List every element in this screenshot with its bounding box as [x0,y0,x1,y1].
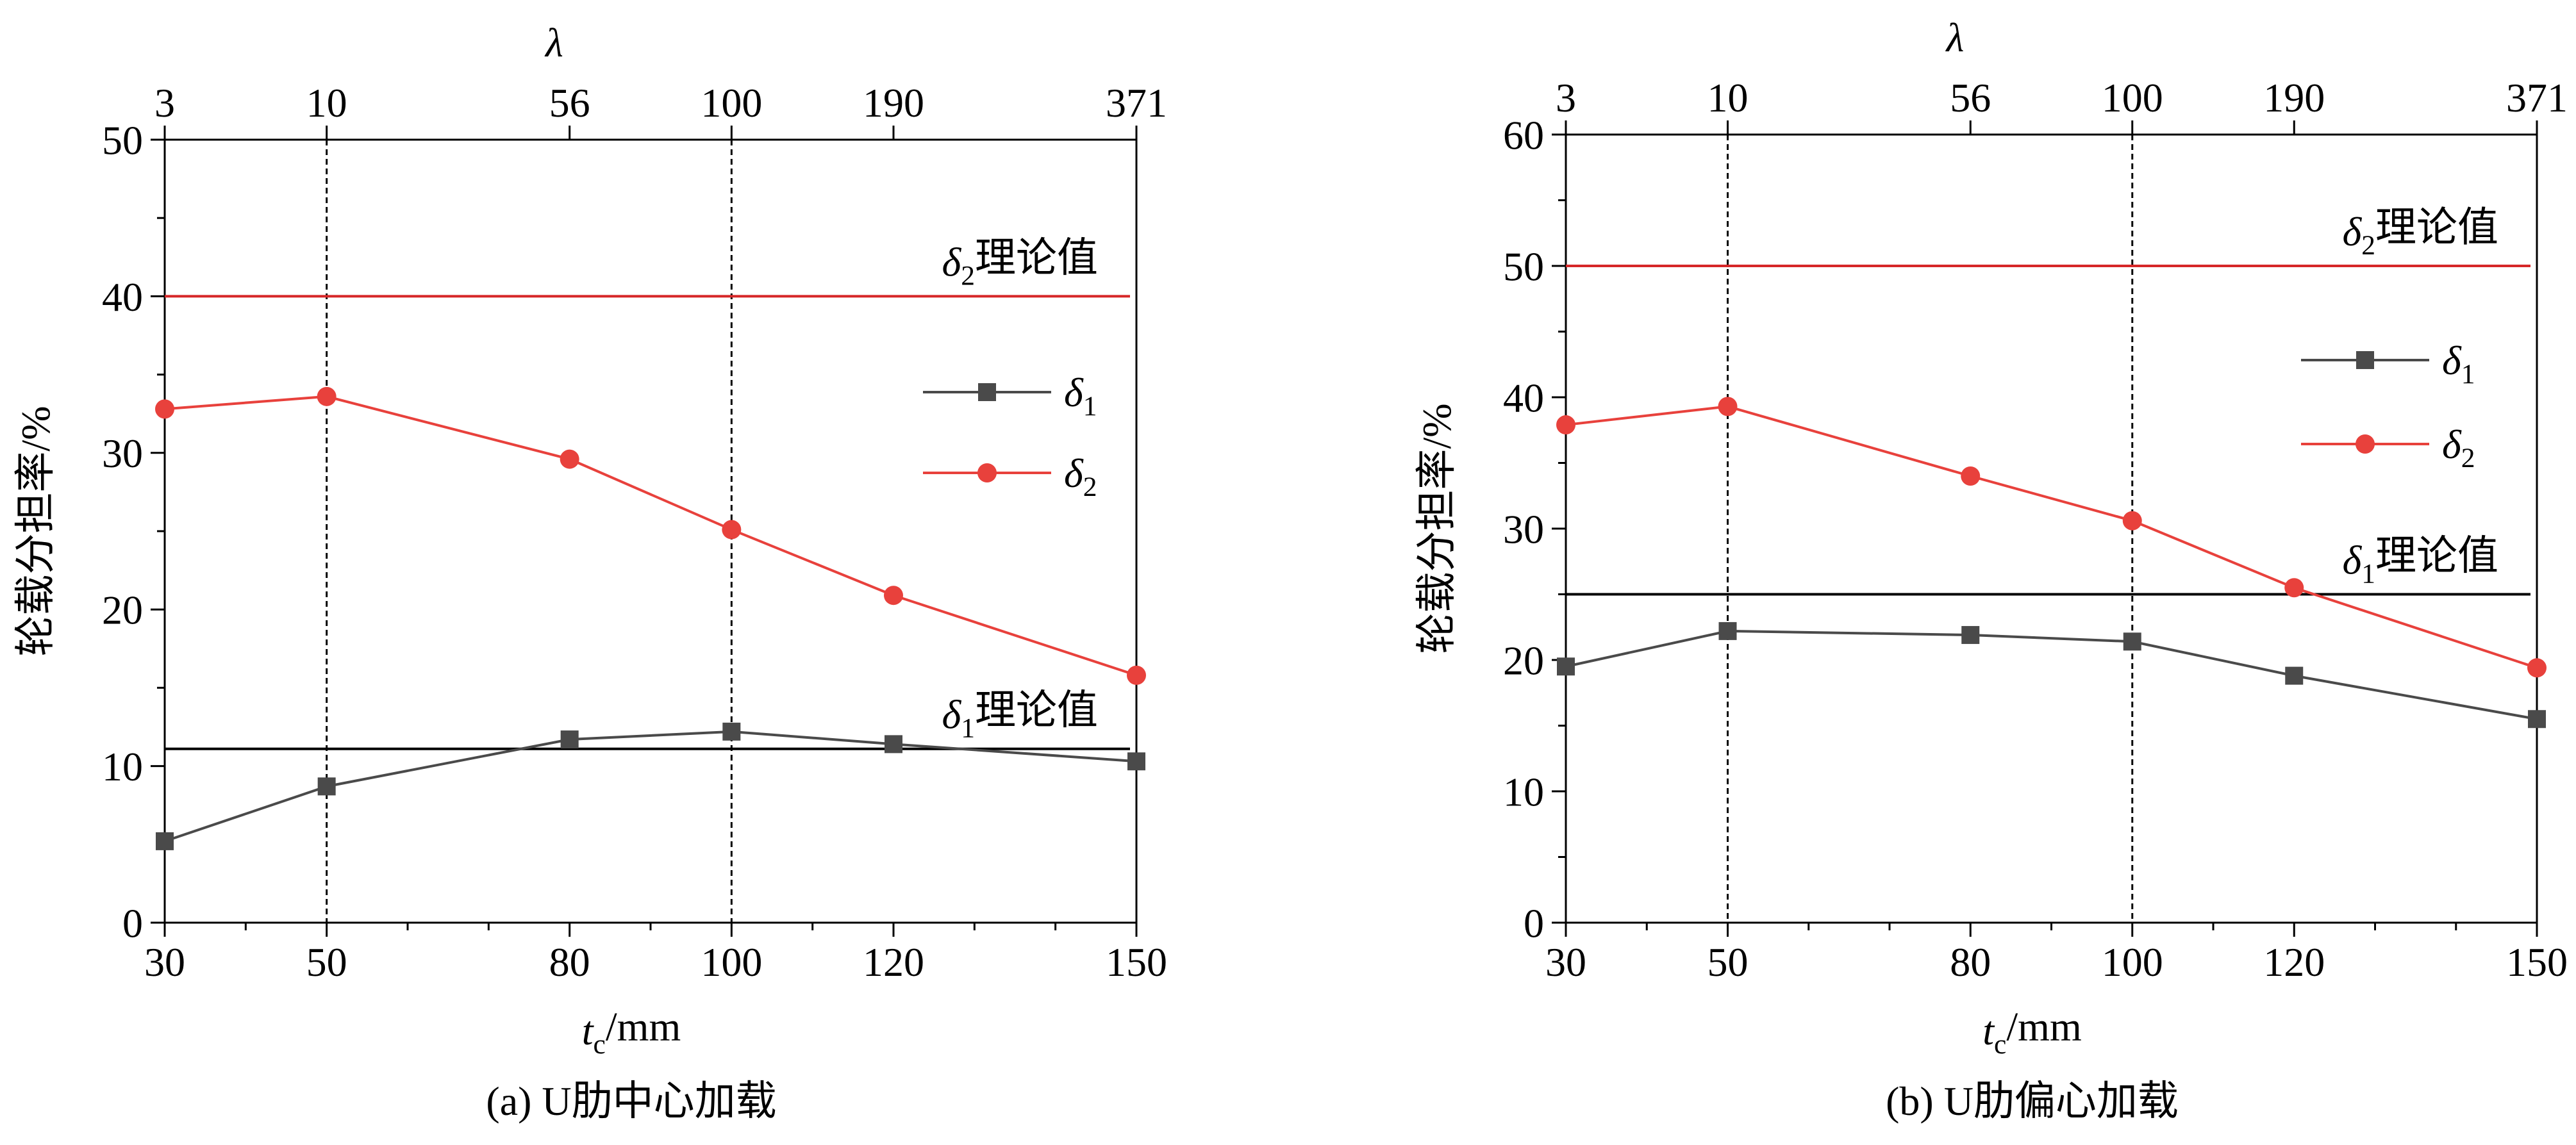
data-point-δ1 [560,730,579,749]
top-tick-label: 190 [2263,75,2325,120]
data-point-δ1 [885,735,902,754]
data-point-δ2 [1961,466,1981,486]
x-axis-label: tc/mm [582,1003,681,1059]
top-tick-label: 371 [2506,75,2568,120]
data-point-δ1 [1961,626,1980,645]
plot-frame [1565,133,2538,924]
x-tick-label: 100 [2102,939,2163,985]
data-point-δ2 [1556,415,1575,435]
x-tick-label: 50 [306,939,347,985]
x-tick-label: 120 [2263,939,2325,985]
top-tick-label: 10 [1708,75,1749,120]
data-point-δ2 [560,449,579,469]
y-axis-label: 轮载分担率/% [13,406,58,656]
y-tick-label: 20 [102,588,143,633]
data-point-δ1 [156,832,174,850]
y-tick-label: 0 [1524,900,1544,946]
x-tick-label: 150 [1106,939,1167,985]
top-tick-label: 371 [1106,80,1167,126]
data-point-δ2 [155,399,174,419]
legend-marker [978,383,996,401]
x-tick-label: 80 [549,939,590,985]
legend-label: δ2 [1064,450,1097,502]
y-tick-label: 30 [1503,506,1544,552]
y-tick-label: 40 [1503,375,1544,420]
top-tick-label: 3 [154,80,175,126]
data-point-δ1 [2123,632,2141,651]
legend-marker [977,463,997,482]
y-tick-label: 30 [102,431,143,476]
legend-label: δ2 [2442,422,2475,474]
data-point-δ1 [2285,666,2304,685]
top-axis-label: λ [1945,15,1965,60]
data-point-δ2 [1127,665,1146,685]
data-point-δ2 [317,386,337,406]
top-tick-label: 100 [701,80,762,126]
y-tick-label: 10 [1503,769,1544,814]
data-point-δ1 [1718,622,1737,640]
data-point-δ1 [317,777,336,796]
data-point-δ1 [722,722,741,741]
x-tick-label: 30 [144,939,185,985]
x-tick-label: 30 [1545,939,1586,985]
data-point-δ1 [1127,752,1145,771]
chart-a: 0 10 20 30 40 50 30 50 80 100 120 150 3 10 56 100 190 371… [13,20,1167,1124]
x-axis-label: tc/mm [1982,1003,2081,1059]
series-line-δ2 [1565,405,2538,670]
series-line-δ2 [164,395,1137,677]
x-tick-label: 120 [863,939,924,985]
top-tick-label: 56 [1950,75,1991,120]
legend-marker [2356,351,2374,369]
reference-line-label: δ2理论值 [2342,204,2498,260]
data-point-δ2 [2527,658,2547,678]
x-tick-label: 50 [1708,939,1749,985]
top-tick-label: 56 [549,80,590,126]
data-point-δ2 [722,520,742,540]
legend-label: δ1 [1064,370,1097,422]
reference-line-label: δ2理论值 [942,235,1098,291]
legend-label: δ1 [2442,338,2475,390]
chart-b: 0 10 20 30 40 50 60 30 50 80 100 120 150 3 10 56 100 190 3… [1414,15,2568,1124]
y-tick-label: 60 [1503,112,1544,158]
data-point-δ2 [2284,578,2304,598]
series-line-δ1 [164,730,1137,843]
top-tick-label: 3 [1556,75,1576,120]
y-axis-label: 轮载分担率/% [1414,403,1459,654]
y-tick-label: 50 [102,117,143,163]
y-tick-label: 0 [122,900,143,946]
data-point-δ2 [1718,397,1738,416]
data-point-δ1 [1557,657,1575,676]
y-tick-label: 50 [1503,243,1544,289]
top-axis-label: λ [544,20,563,65]
data-point-δ2 [2122,511,2142,531]
top-tick-label: 100 [2102,75,2163,120]
reference-line-label: δ1理论值 [942,688,1098,743]
y-tick-label: 20 [1503,638,1544,683]
caption: (a) U肋中心加载 [486,1078,776,1124]
top-tick-label: 190 [863,80,924,126]
x-tick-label: 150 [2506,939,2568,985]
top-tick-label: 10 [306,80,347,126]
data-point-δ1 [2528,710,2546,729]
reference-line-label: δ1理论值 [2342,533,2498,589]
y-tick-label: 10 [102,744,143,789]
series-line-δ1 [1565,629,2538,721]
y-tick-label: 40 [102,274,143,320]
x-tick-label: 100 [701,939,762,985]
x-tick-label: 80 [1950,939,1991,985]
caption: (b) U肋偏心加载 [1886,1078,2179,1124]
legend-marker [2356,434,2375,454]
data-point-δ2 [884,586,903,605]
